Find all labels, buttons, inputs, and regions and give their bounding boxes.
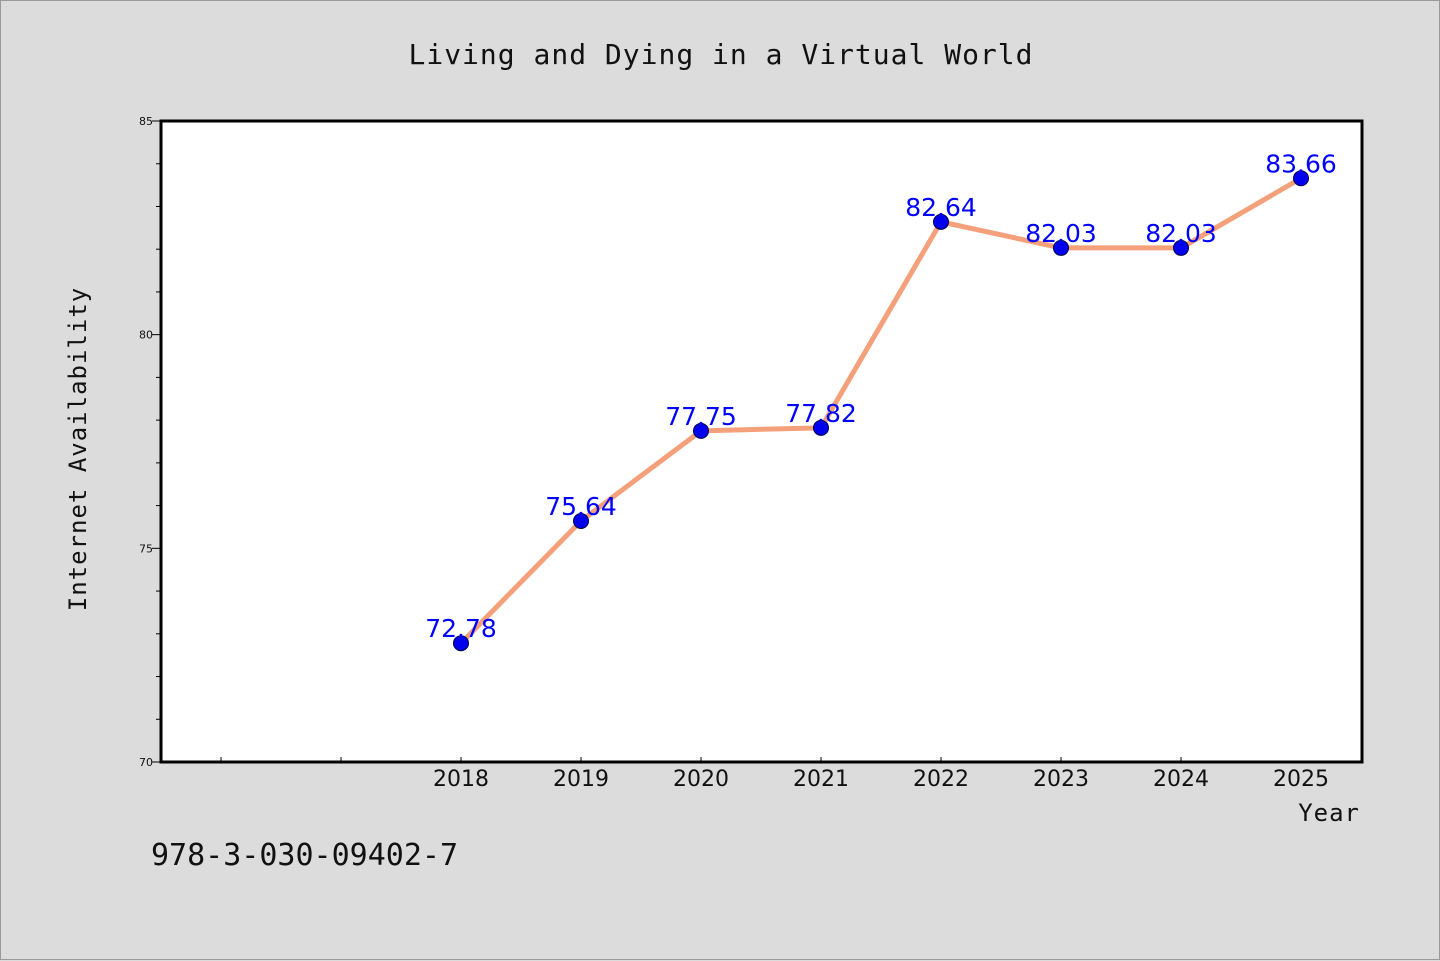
data-point (933, 213, 949, 230)
data-point (1173, 239, 1189, 256)
series-layer: 72.78 75.64 77.75 77.82 82.64 82.03 82.03 83.66 (425, 149, 1337, 652)
data-point (1053, 239, 1069, 256)
data-point (573, 512, 589, 529)
data-point (453, 635, 469, 652)
data-label: 72.78 (425, 614, 497, 643)
series-line (458, 175, 1304, 646)
y-tick-label: 80 (139, 329, 153, 342)
x-axis: 2018 2019 2020 2021 2022 2023 2024 2025 (220, 757, 1329, 792)
y-tick-label: 75 (139, 542, 153, 555)
x-tick-label: 2024 (1153, 767, 1209, 792)
x-axis-label: Year (1298, 799, 1360, 827)
data-point (693, 422, 709, 439)
data-point (1293, 170, 1309, 187)
y-axis: 70 75 80 85 (139, 115, 160, 769)
footer-isbn: 978-3-030-09402-7 (151, 838, 458, 873)
x-tick-label: 2018 (433, 767, 489, 792)
x-tick-label: 2023 (1033, 767, 1089, 792)
data-label: 77.82 (785, 399, 857, 428)
data-label: 82.03 (1025, 219, 1097, 248)
x-tick-label: 2020 (673, 767, 729, 792)
x-tick-label: 2022 (913, 767, 969, 792)
y-axis-label: Internet Availability (64, 287, 92, 611)
data-point (813, 419, 829, 436)
data-label: 82.64 (905, 193, 977, 222)
y-tick-label: 70 (139, 756, 153, 769)
data-label: 83.66 (1265, 149, 1337, 178)
plot-area (159, 119, 1364, 764)
data-label: 82.03 (1145, 219, 1217, 248)
y-tick-label: 85 (139, 115, 153, 128)
x-tick-label: 2021 (793, 767, 849, 792)
data-label: 77.75 (665, 402, 737, 431)
x-tick-label: 2025 (1273, 767, 1329, 792)
chart-title: Living and Dying in a Virtual World (408, 38, 1033, 71)
data-label: 75.64 (545, 492, 617, 521)
x-tick-label: 2019 (553, 767, 609, 792)
